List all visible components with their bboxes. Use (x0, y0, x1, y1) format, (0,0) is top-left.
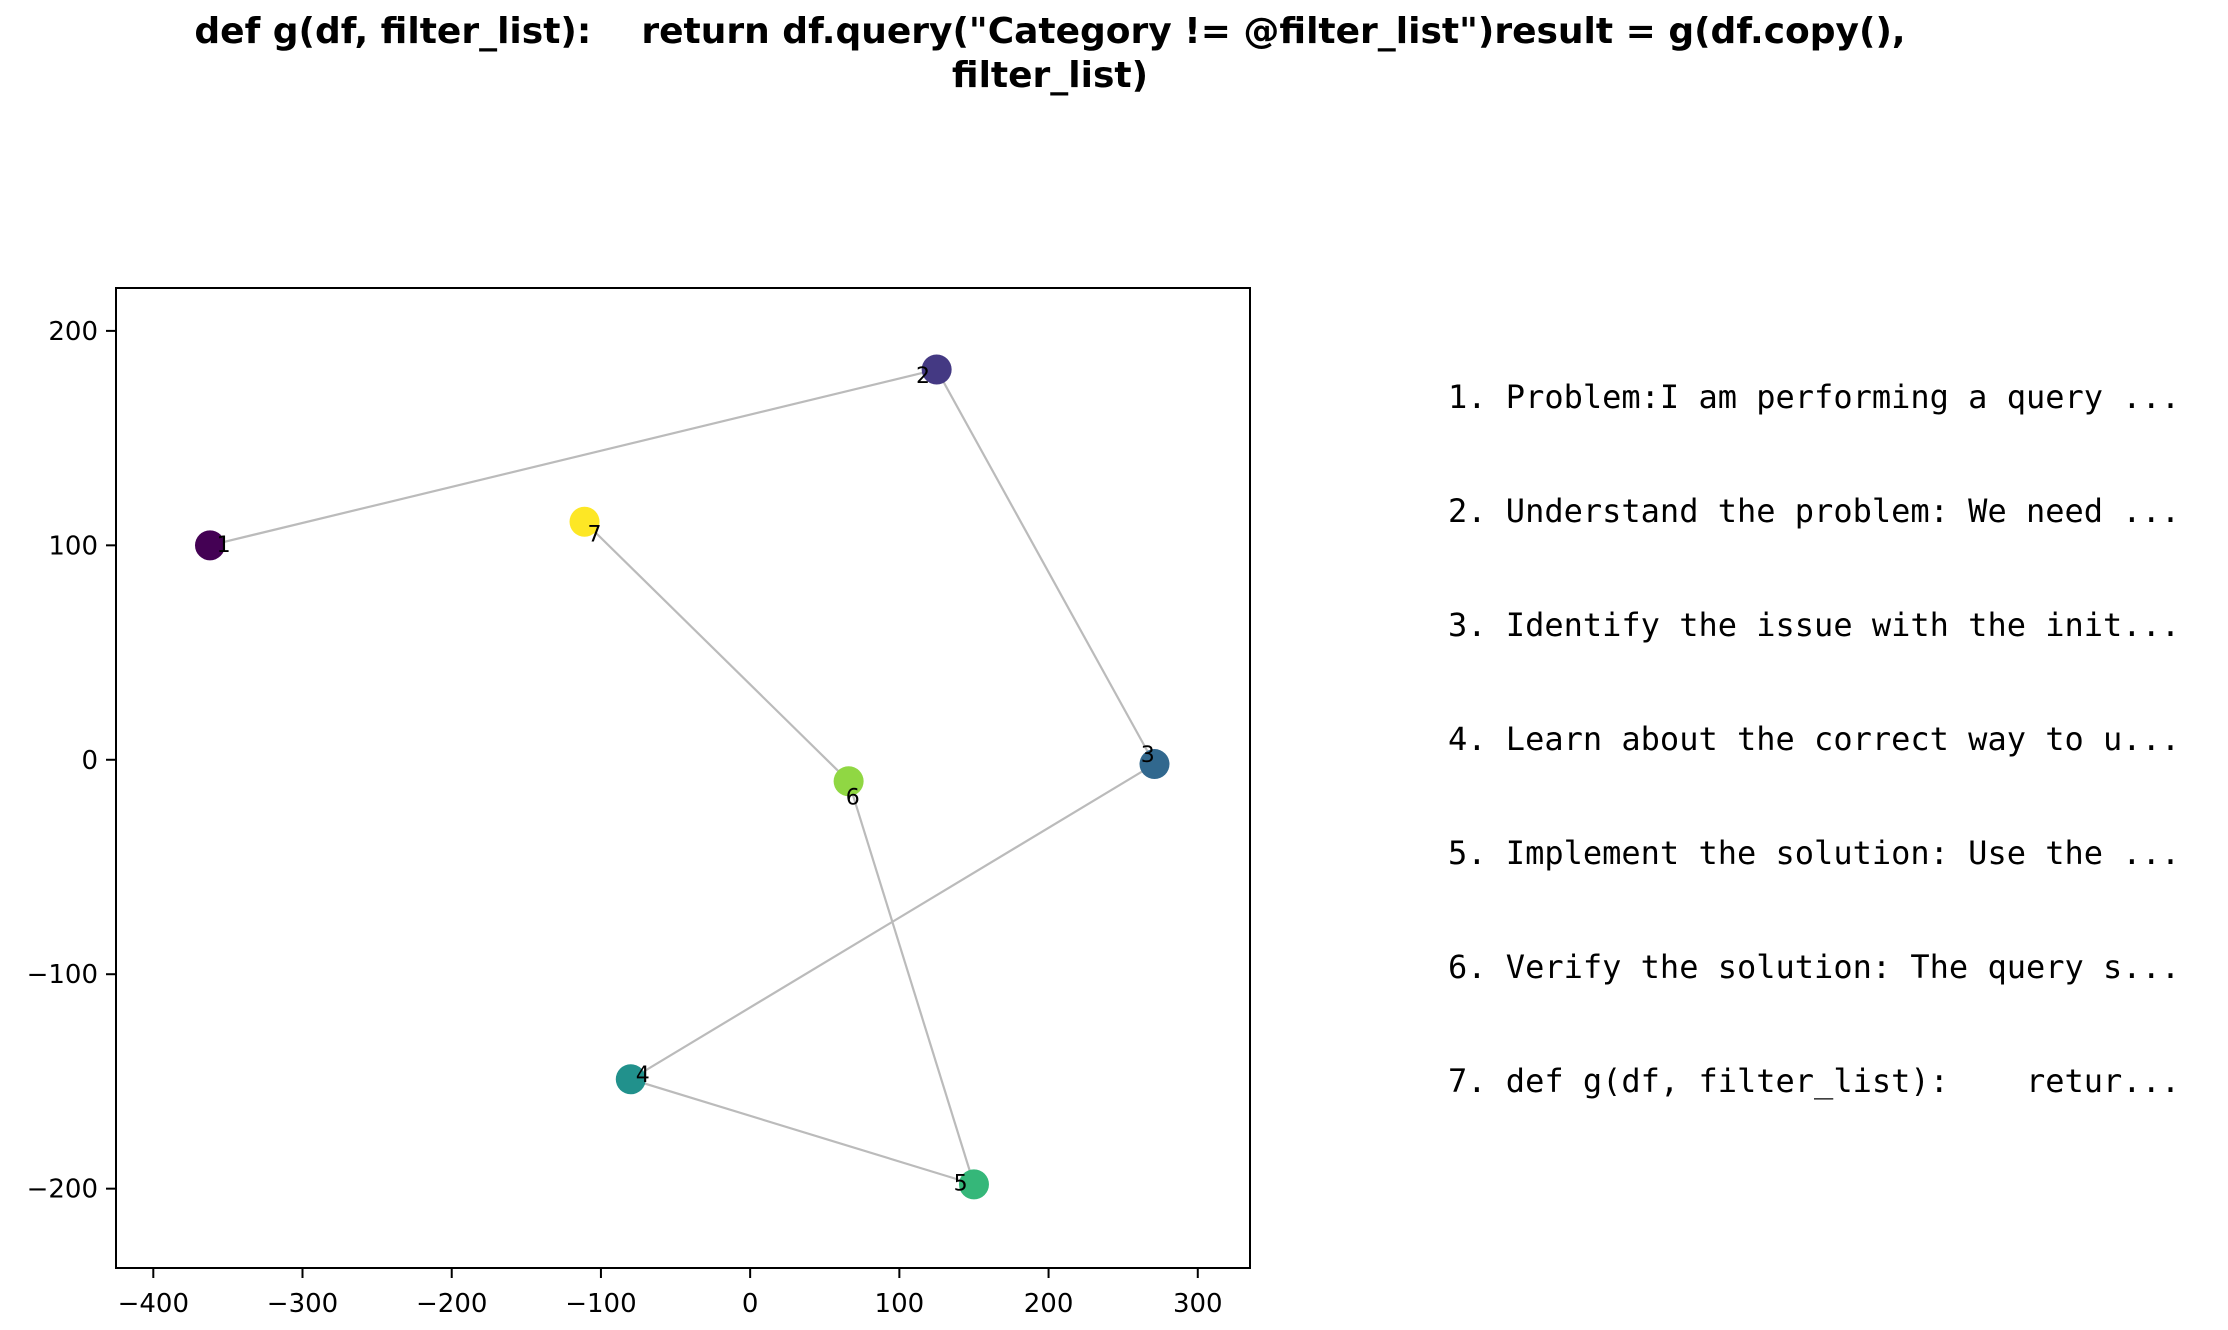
point-labels: 1 2 3 4 5 6 7 (217, 364, 1155, 1196)
y-tick-label: −100 (27, 960, 98, 990)
plot-frame (115, 287, 1251, 1269)
data-point-3 (1139, 749, 1170, 780)
steps-list: 1. Problem:I am performing a query ... 2… (1448, 302, 2180, 1138)
y-tick-label: −200 (27, 1175, 98, 1205)
data-point-2 (921, 354, 952, 385)
point-label-2: 2 (916, 364, 930, 389)
connection-lines (209, 368, 1156, 1186)
connection-line-1-2 (209, 368, 937, 547)
connection-line-2-3 (935, 368, 1156, 765)
connection-line-4-5 (630, 1078, 975, 1186)
data-point-1 (195, 530, 226, 561)
step-item: 2. Understand the problem: We need ... (1448, 492, 2181, 530)
step-item: 7. def g(df, filter_list): retur... (1448, 1062, 2181, 1100)
x-tick-label: −300 (267, 1289, 338, 1319)
x-axis: −400 −300 −200 −100 0 100 200 300 (118, 1268, 1223, 1319)
point-label-1: 1 (217, 533, 231, 558)
data-point-5 (958, 1169, 989, 1200)
x-tick-label: 300 (1173, 1289, 1223, 1319)
x-tick-label: −400 (118, 1289, 189, 1319)
y-tick-label: 100 (48, 531, 98, 561)
x-tick-label: −200 (416, 1289, 487, 1319)
chart-title-line-2: filter_list) (951, 55, 1149, 96)
y-tick-label: 200 (48, 317, 98, 347)
point-label-4: 4 (636, 1063, 650, 1088)
step-item: 6. Verify the solution: The query s... (1448, 948, 2181, 986)
connection-line-6-7 (583, 520, 850, 783)
step-item: 4. Learn about the correct way to u... (1448, 720, 2181, 758)
y-tick-label: 0 (81, 746, 98, 776)
step-item: 3. Identify the issue with the init... (1448, 606, 2181, 644)
point-label-6: 6 (846, 786, 860, 811)
y-axis: −200 −100 0 100 200 (27, 317, 116, 1205)
step-item: 5. Implement the solution: Use the ... (1448, 834, 2181, 872)
point-label-5: 5 (954, 1171, 968, 1196)
data-point-4 (615, 1064, 646, 1095)
step-item: 1. Problem:I am performing a query ... (1448, 378, 2181, 416)
x-tick-label: 100 (875, 1289, 925, 1319)
x-tick-label: 0 (742, 1289, 759, 1319)
connection-line-5-6 (847, 780, 976, 1185)
chart-title-line-1: def g(df, filter_list): return df.query(… (194, 11, 1906, 52)
data-point-7 (569, 506, 600, 537)
x-tick-label: −100 (565, 1289, 636, 1319)
point-label-7: 7 (588, 523, 602, 548)
x-tick-label: 200 (1024, 1289, 1074, 1319)
data-points (195, 354, 1170, 1200)
data-point-6 (833, 766, 864, 797)
point-label-3: 3 (1141, 743, 1155, 768)
chart-title: def g(df, filter_list): return df.query(… (0, 10, 2100, 98)
